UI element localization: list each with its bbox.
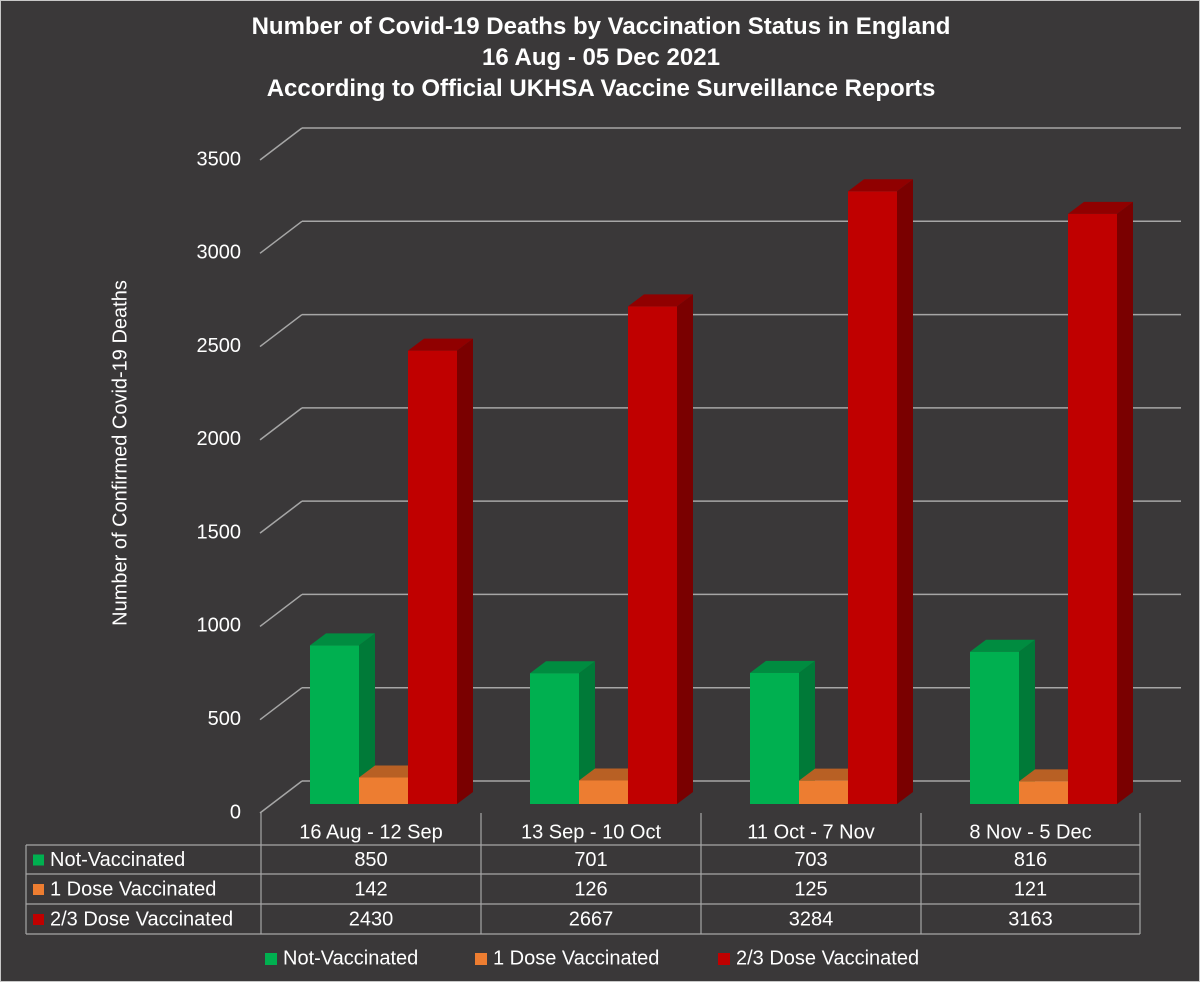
legend-swatch xyxy=(475,953,487,965)
bar-top xyxy=(848,179,913,192)
table-cell-value: 850 xyxy=(354,849,387,871)
y-tick-label: 3500 xyxy=(197,148,242,170)
bar xyxy=(750,672,799,804)
y-axis-title: Number of Confirmed Covid-19 Deaths xyxy=(109,280,131,626)
gridline-diagonal xyxy=(259,593,303,628)
bar xyxy=(530,673,579,804)
bar-top xyxy=(1019,769,1084,782)
table-cell-value: 126 xyxy=(574,878,607,900)
legend-label: 1 Dose Vaccinated xyxy=(493,947,659,969)
y-tick-label: 1000 xyxy=(197,615,242,637)
gridline-diagonal xyxy=(259,407,303,441)
bar-top xyxy=(970,639,1035,652)
gridline-diagonal xyxy=(259,313,303,348)
table-row-label: 2/3 Dose Vaccinated xyxy=(50,908,233,930)
gridline-diagonal xyxy=(259,780,303,814)
x-tick-label: 11 Oct - 7 Nov xyxy=(747,821,874,843)
gridline-diagonal xyxy=(259,127,303,161)
y-tick-label: 500 xyxy=(208,708,241,730)
table-cell-value: 816 xyxy=(1014,849,1047,871)
bar-side xyxy=(579,661,595,804)
table-cell-value: 142 xyxy=(354,878,387,900)
bar-top xyxy=(750,660,815,673)
y-tick-label: 2500 xyxy=(197,335,242,357)
bar-side xyxy=(677,294,693,804)
title-line-2: 16 Aug - 05 Dec 2021 xyxy=(482,44,720,71)
y-tick-label: 1500 xyxy=(197,521,242,543)
legend-label: 2/3 Dose Vaccinated xyxy=(736,947,919,969)
bar-side xyxy=(1117,201,1133,804)
table-row-label: 1 Dose Vaccinated xyxy=(50,878,216,900)
bar-side xyxy=(1019,639,1035,804)
bar xyxy=(799,780,848,804)
title-line-3: According to Official UKHSA Vaccine Surv… xyxy=(266,75,936,102)
table-legend-key xyxy=(33,914,44,925)
bar-top xyxy=(530,661,595,674)
table-cell-value: 121 xyxy=(1014,878,1047,900)
bar-top xyxy=(408,338,473,351)
table-cell-value: 3163 xyxy=(1008,908,1053,930)
table-cell-value: 2430 xyxy=(349,908,394,930)
table-cell-value: 125 xyxy=(794,878,827,900)
y-tick-label: 2000 xyxy=(197,428,242,450)
table-cell-value: 2667 xyxy=(569,908,614,930)
title-line-1: Number of Covid-19 Deaths by Vaccination… xyxy=(251,13,951,40)
bar-top xyxy=(310,633,375,646)
bar xyxy=(359,777,408,804)
bar xyxy=(310,645,359,804)
chart-title: Number of Covid-19 Deaths by Vaccination… xyxy=(1,11,1199,104)
bar-side xyxy=(457,338,473,804)
bar xyxy=(628,306,677,804)
x-tick-label: 16 Aug - 12 Sep xyxy=(299,821,442,843)
legend-label: Not-Vaccinated xyxy=(283,947,418,969)
table-legend-key xyxy=(33,884,44,895)
bar-side xyxy=(359,633,375,804)
gridline-diagonal xyxy=(259,687,303,721)
y-tick-label: 3000 xyxy=(197,242,242,264)
legend-swatch xyxy=(265,953,277,965)
bar-side xyxy=(897,179,913,804)
table-legend-key xyxy=(33,854,44,866)
bar-top xyxy=(628,294,693,307)
legend-swatch xyxy=(718,953,730,965)
bar-top xyxy=(579,768,644,781)
gridline-diagonal xyxy=(259,500,303,534)
bar xyxy=(1068,213,1117,804)
table-cell-value: 703 xyxy=(794,849,827,871)
y-tick-label: 0 xyxy=(230,801,241,823)
bar xyxy=(970,651,1019,804)
table-row-label: Not-Vaccinated xyxy=(50,849,185,871)
bar xyxy=(408,350,457,804)
bar xyxy=(1019,781,1068,804)
x-tick-label: 8 Nov - 5 Dec xyxy=(969,821,1091,843)
table-cell-value: 701 xyxy=(574,849,607,871)
bar-top xyxy=(1068,201,1133,214)
bar-top xyxy=(359,765,424,778)
bar-side xyxy=(799,660,815,804)
bar xyxy=(579,780,628,804)
bar-top xyxy=(799,768,864,781)
bar xyxy=(848,191,897,804)
gridline-diagonal xyxy=(259,220,303,254)
x-tick-label: 13 Sep - 10 Oct xyxy=(521,821,662,843)
table-cell-value: 3284 xyxy=(789,908,834,930)
